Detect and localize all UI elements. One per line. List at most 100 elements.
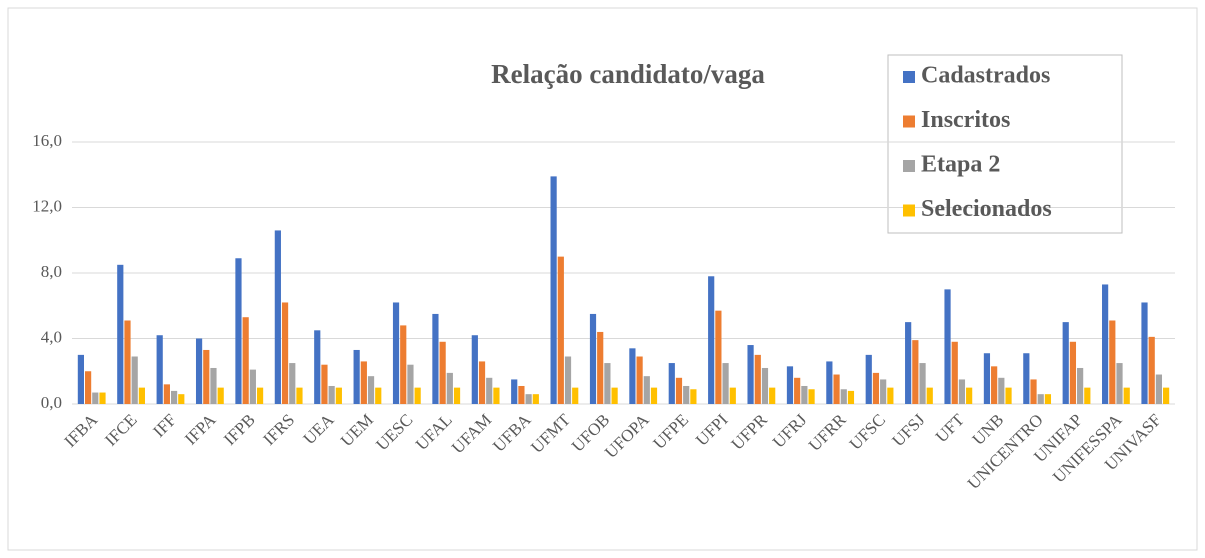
bar	[708, 276, 715, 404]
bar	[392, 302, 400, 404]
bar	[550, 176, 557, 404]
bar	[572, 387, 579, 404]
bar	[1030, 379, 1037, 404]
bar	[478, 361, 486, 404]
bar	[335, 387, 342, 404]
bar	[235, 258, 242, 404]
bar	[453, 387, 461, 404]
bar	[597, 331, 604, 404]
bar	[314, 330, 321, 404]
bar	[1141, 302, 1148, 404]
bar	[446, 372, 453, 404]
bar	[926, 387, 933, 404]
bar	[833, 374, 840, 404]
bar	[353, 349, 360, 404]
bar	[1155, 374, 1163, 404]
bar	[210, 367, 217, 404]
bar	[170, 390, 178, 404]
bar	[958, 379, 966, 404]
bar	[117, 264, 124, 404]
bar	[887, 387, 894, 404]
bar	[156, 335, 163, 404]
bar	[525, 394, 532, 404]
bar	[683, 385, 690, 404]
bar	[1062, 322, 1069, 404]
bar	[840, 389, 847, 404]
bar	[1116, 363, 1123, 404]
bar	[611, 387, 618, 404]
bar	[690, 389, 697, 404]
bar	[1069, 341, 1077, 404]
bar	[557, 256, 564, 404]
bar	[99, 392, 106, 404]
bar	[242, 317, 249, 404]
bar	[826, 361, 833, 404]
bar	[1044, 394, 1052, 404]
bar	[163, 384, 170, 404]
bar	[92, 392, 99, 404]
bar	[274, 230, 281, 404]
bar	[912, 340, 919, 404]
y-tick-label: 12,0	[32, 196, 62, 215]
bar	[919, 363, 926, 404]
bar	[77, 354, 84, 404]
bar	[518, 385, 525, 404]
bar	[1109, 320, 1116, 404]
bar	[847, 390, 855, 404]
bar	[754, 354, 761, 404]
bar	[328, 385, 335, 404]
bar	[511, 379, 518, 404]
bar	[991, 366, 998, 404]
bar	[643, 376, 650, 404]
legend-box	[887, 54, 1123, 234]
bar	[1077, 367, 1084, 404]
bar	[367, 376, 375, 404]
chart-title: Relação candidato/vaga	[491, 59, 765, 89]
bar	[604, 363, 611, 404]
bar	[650, 387, 658, 404]
bar	[217, 387, 224, 404]
bar	[296, 387, 303, 404]
bar	[249, 369, 256, 404]
legend-swatch	[903, 160, 915, 172]
bar	[407, 364, 414, 404]
y-tick-label: 4,0	[41, 327, 62, 346]
bar	[1148, 336, 1155, 404]
bar	[84, 371, 92, 404]
bar	[998, 377, 1005, 404]
bar	[375, 387, 382, 404]
bar	[1023, 353, 1030, 404]
bar	[138, 387, 145, 404]
bar	[414, 387, 421, 404]
bar	[794, 377, 801, 404]
bar	[715, 310, 722, 404]
bar	[966, 387, 973, 404]
bar	[131, 356, 138, 404]
bar	[289, 363, 296, 404]
bar	[729, 387, 736, 404]
bar	[256, 387, 264, 404]
bar	[761, 367, 769, 404]
bar	[1163, 387, 1170, 404]
bar	[865, 354, 872, 404]
bar	[1037, 394, 1044, 404]
bar	[203, 349, 210, 404]
bar	[281, 302, 289, 404]
y-tick-label: 8,0	[41, 262, 62, 281]
bar	[675, 377, 683, 404]
bar	[668, 363, 675, 404]
bar	[786, 366, 794, 404]
bar	[439, 341, 446, 404]
bar	[493, 387, 500, 404]
y-tick-label: 0,0	[41, 393, 62, 412]
bar	[178, 394, 185, 404]
bar	[944, 289, 951, 404]
bar	[432, 313, 439, 404]
bar	[564, 356, 572, 404]
legend-label: Inscritos	[921, 107, 1010, 133]
bar	[124, 320, 131, 404]
bar	[1084, 387, 1091, 404]
legend-swatch	[903, 71, 915, 83]
bar	[589, 313, 597, 404]
